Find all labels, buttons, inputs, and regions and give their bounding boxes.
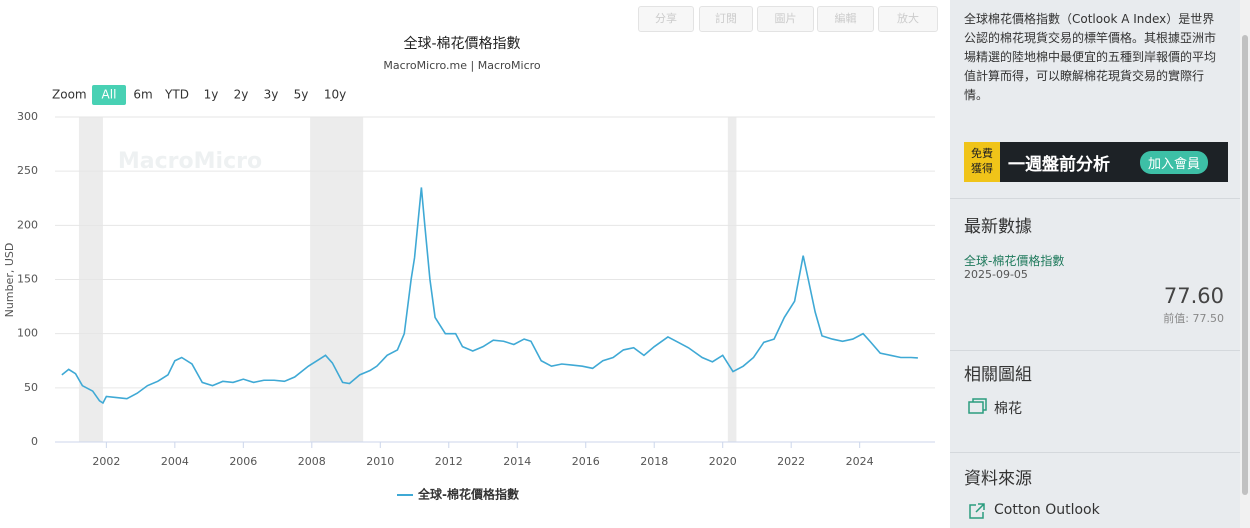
x-tick-label: 2002 [92,455,120,468]
y-tick-label: 250 [17,164,38,177]
chart: 全球-棉花價格指數 MacroMicro.me | MacroMicro Mac… [3,35,935,502]
share-button[interactable]: 分享 [638,6,694,32]
previous-value: 前值: 77.50 [1163,312,1224,325]
zoom-option[interactable]: 6m [133,88,152,102]
y-tick-label: 50 [24,381,38,394]
legend-label[interactable]: 全球-棉花價格指數 [417,487,519,502]
edit-button[interactable]: 編輯 [817,6,874,32]
subscribe-button[interactable]: 訂閱 [699,6,753,32]
image-button[interactable]: 圖片 [757,6,814,32]
description: 全球棉花價格指數（Cotlook A Index）是世界公認的棉花現貨交易的標竿… [964,12,1217,102]
zoom-option[interactable]: 5y [294,88,309,102]
source-heading: 資料來源 [964,469,1032,489]
y-tick-label: 200 [17,218,38,231]
x-tick-label: 2006 [229,455,257,468]
x-tick-label: 2004 [161,455,189,468]
chart-subtitle: MacroMicro.me | MacroMicro [383,59,541,72]
source-item[interactable]: Cotton Outlook [994,502,1100,518]
zoom-label: Zoom [52,88,87,102]
x-tick-label: 2008 [298,455,326,468]
latest-value: 77.60 [1163,284,1224,308]
ad-badge: 免費獲得 [964,142,1000,182]
latest-date: 2025-09-05 [964,268,1028,281]
scrollbar [1240,0,1250,528]
y-tick-label: 300 [17,110,38,123]
zoom-option[interactable]: 10y [324,88,346,102]
ad-banner[interactable]: 免費獲得 一週盤前分析 加入會員 [964,142,1228,182]
zoom-option[interactable]: 2y [234,88,249,102]
x-tick-label: 2012 [435,455,463,468]
x-tick-label: 2024 [846,455,874,468]
expand-button[interactable]: 放大 [878,6,938,32]
chart-title: 全球-棉花價格指數 [403,35,520,52]
scroll-thumb[interactable] [1242,35,1248,495]
x-tick-label: 2020 [709,455,737,468]
related-heading: 相關圖組 [964,365,1032,385]
y-axis-label: Number, USD [3,243,16,318]
y-tick-label: 150 [17,273,38,286]
x-tick-label: 2018 [640,455,668,468]
zoom-option[interactable]: 1y [204,88,219,102]
zoom-option[interactable]: All [102,88,117,102]
related-item[interactable]: 棉花 [994,401,1022,417]
x-tick-label: 2010 [366,455,394,468]
x-tick-label: 2014 [503,455,531,468]
latest-name[interactable]: 全球-棉花價格指數 [964,254,1065,268]
x-tick-label: 2016 [572,455,600,468]
link-icon [969,503,985,519]
latest-heading: 最新數據 [964,217,1032,237]
sidebar: 全球棉花價格指數（Cotlook A Index）是世界公認的棉花現貨交易的標竿… [950,0,1240,528]
series-line [61,187,918,405]
watermark: MacroMicro [118,149,262,174]
folder-icon [968,398,987,414]
zoom-active-bg [92,85,126,105]
zoom-option[interactable]: YTD [164,88,189,102]
ad-text: 一週盤前分析 [1008,155,1110,175]
zoom-option[interactable]: 3y [264,88,279,102]
y-tick-label: 0 [31,435,38,448]
x-tick-label: 2022 [777,455,805,468]
y-tick-label: 100 [17,327,38,340]
ad-button: 加入會員 [1140,151,1209,174]
